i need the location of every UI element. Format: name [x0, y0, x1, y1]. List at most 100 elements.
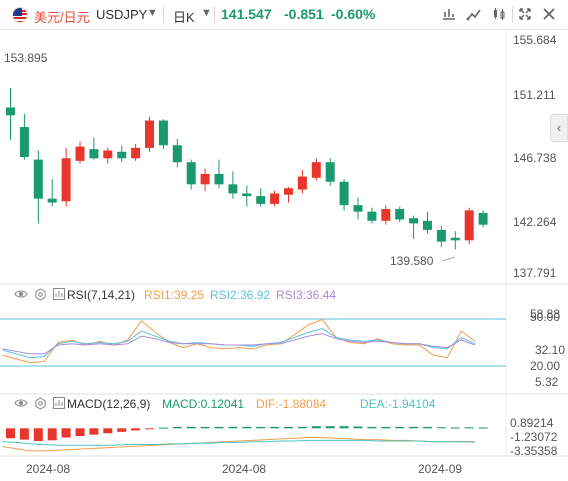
- dea-value: DEA:-1.94104: [360, 397, 436, 411]
- rsi-legend: RSI(7,14,21) RSI1:39.25 RSI2:36.92 RSI3:…: [0, 288, 506, 304]
- rsi2-line: [2, 328, 476, 359]
- candle-body: [409, 218, 419, 224]
- candle-body: [436, 229, 446, 242]
- candle-body: [270, 193, 280, 204]
- x-axis-label: 2024-09: [418, 462, 462, 476]
- candle-body: [311, 162, 321, 178]
- macd-histogram-bar: [409, 426, 419, 429]
- rsi3-value: RSI3:36.44: [276, 288, 337, 302]
- price-tick: 146.738: [513, 151, 557, 165]
- eye-icon[interactable]: [14, 397, 28, 412]
- macd-histogram-bar: [19, 428, 29, 440]
- close-icon[interactable]: [539, 6, 559, 24]
- candle-body: [158, 120, 168, 146]
- price-tick: 137.791: [513, 266, 557, 280]
- macd-histogram-bar: [381, 426, 391, 429]
- candle-body: [47, 198, 57, 203]
- chart-toolbar: 美元/日元 USDJPY ▼ 日K ▼ 141.547 -0.851 -0.60…: [0, 0, 568, 30]
- candle-body: [172, 145, 182, 163]
- compare-icon[interactable]: [489, 6, 509, 24]
- indicator-select-icon[interactable]: [53, 288, 65, 303]
- high-price-label: 153.895: [4, 51, 48, 65]
- macd-histogram-bar: [256, 426, 266, 429]
- candle-body: [450, 237, 460, 241]
- rsi3-line: [2, 333, 476, 355]
- toolbar-divider: [214, 7, 215, 23]
- macd-histogram-bar: [131, 428, 141, 431]
- candle-body: [284, 188, 293, 195]
- rsi-tick: 20.00: [530, 359, 560, 373]
- candle-body: [423, 220, 432, 230]
- period-dropdown-icon[interactable]: ▼: [201, 7, 212, 19]
- macd-histogram-bar: [325, 426, 335, 429]
- candle-body: [339, 181, 349, 206]
- price-change-percent: -0.60%: [331, 6, 376, 22]
- drawing-tools-icon[interactable]: [464, 6, 484, 24]
- settings-icon[interactable]: [34, 397, 47, 413]
- candle-body: [186, 162, 196, 185]
- symbol-dropdown-icon[interactable]: ▼: [147, 7, 158, 19]
- dif-value: DIF:-1.88084: [256, 397, 327, 411]
- settings-icon[interactable]: [34, 288, 47, 304]
- macd-histogram-bar: [75, 428, 85, 437]
- candle-body: [464, 210, 474, 241]
- candle-body: [395, 209, 405, 220]
- macd-legend: MACD(12,26,9) MACD:0.12041 DIF:-1.88084 …: [0, 397, 506, 413]
- low-price-pointer: [441, 256, 456, 262]
- macd-histogram-bar: [117, 428, 127, 432]
- candlestick-series: [6, 87, 488, 250]
- candle-body: [242, 193, 252, 197]
- macd-histogram-bar: [353, 426, 363, 429]
- price-tick: 142.264: [513, 215, 557, 229]
- macd-histogram-bar: [478, 427, 488, 429]
- low-price-label: 139.580: [390, 254, 434, 268]
- symbol-code[interactable]: USDJPY: [96, 7, 148, 22]
- candle-body: [214, 173, 224, 185]
- candle-body: [256, 196, 266, 204]
- macd-tick: -1.23072: [510, 430, 558, 444]
- candle-body: [145, 120, 154, 148]
- candle-body: [367, 211, 377, 221]
- eye-icon[interactable]: [14, 288, 28, 303]
- candle-body: [131, 147, 141, 159]
- candle-body: [75, 146, 85, 161]
- macd-tick: 0.89214: [510, 416, 554, 430]
- candle-body: [353, 205, 363, 212]
- macd-histogram-bar: [339, 426, 349, 429]
- sidebar-collapse-icon[interactable]: ‹: [550, 114, 568, 142]
- macd-histogram-bar: [367, 426, 377, 429]
- macd-histogram-bar: [172, 426, 182, 429]
- rsi-title[interactable]: RSI(7,14,21): [67, 288, 136, 302]
- macd-title[interactable]: MACD(12,26,9): [67, 397, 151, 411]
- macd-histogram-bar: [61, 428, 71, 438]
- macd-histogram-bar: [186, 426, 196, 429]
- last-price: 141.547: [221, 6, 272, 22]
- macd-histogram-bar: [297, 426, 307, 429]
- macd-histogram-bar: [436, 427, 446, 429]
- rsi-series: [2, 319, 476, 364]
- fullscreen-icon[interactable]: [515, 6, 535, 24]
- macd-histogram-bar: [270, 426, 280, 429]
- candle-body: [325, 162, 335, 182]
- macd-histogram-bar: [395, 426, 405, 429]
- macd-histogram-bar: [214, 426, 224, 429]
- dif-line: [2, 436, 476, 452]
- macd-series: [2, 426, 488, 452]
- macd-histogram-bar: [47, 428, 57, 441]
- indicator-select-icon[interactable]: [53, 397, 65, 412]
- candle-body: [61, 158, 71, 202]
- us-flag-icon: [12, 7, 28, 23]
- price-change: -0.851: [284, 6, 324, 22]
- period-selector[interactable]: 日K: [173, 10, 195, 25]
- rsi-tick: 5.32: [535, 375, 559, 389]
- candle-body: [89, 149, 99, 159]
- candle-body: [6, 107, 15, 116]
- macd-histogram-bar: [145, 428, 154, 430]
- candle-body: [381, 209, 391, 221]
- symbol-name-cn[interactable]: 美元/日元: [34, 10, 90, 25]
- indicator-settings-icon[interactable]: [439, 6, 459, 24]
- macd-histogram-bar: [228, 426, 238, 429]
- rsi-tick: 32.10: [535, 343, 565, 357]
- candle-body: [33, 159, 43, 199]
